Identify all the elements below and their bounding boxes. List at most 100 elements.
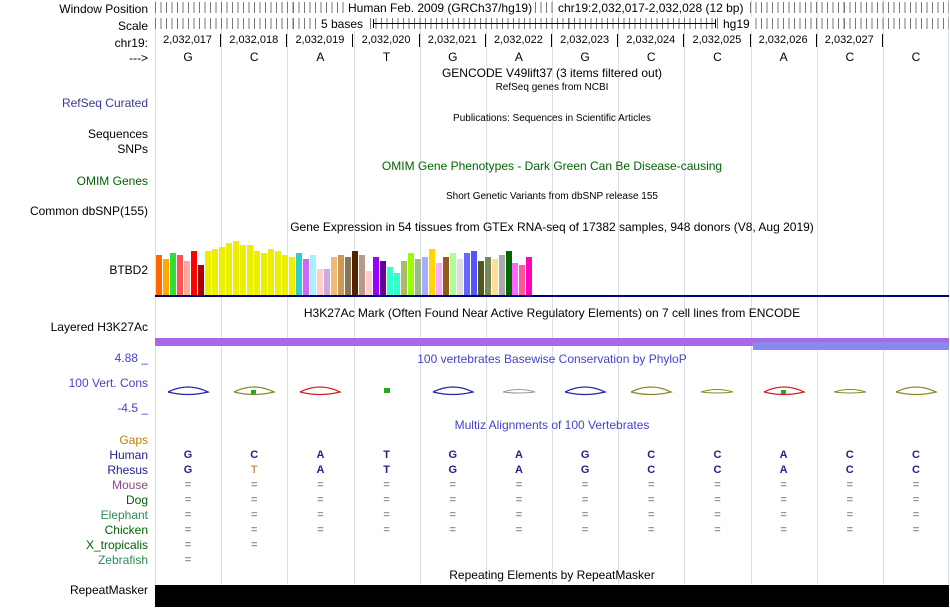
alignment-gap-mark: = bbox=[251, 509, 258, 521]
scale-bar-line bbox=[374, 23, 715, 24]
gtex-tissue-bar bbox=[260, 253, 267, 295]
track-label-100-vert-cons[interactable]: 100 Vert. Cons bbox=[68, 376, 148, 390]
species-label-elephant[interactable]: Elephant bbox=[100, 508, 148, 522]
ruler-position-label[interactable]: 2,032,027 bbox=[817, 34, 883, 47]
species-label-zebrafish[interactable]: Zebrafish bbox=[97, 553, 148, 567]
alignment-gap-mark: = bbox=[846, 509, 853, 521]
aligned-base: C bbox=[911, 449, 920, 461]
multiz-track-title[interactable]: Multiz Alignments of 100 Vertebrates bbox=[454, 418, 650, 432]
ruler-position-label[interactable]: 2,032,017 bbox=[155, 34, 222, 47]
gtex-tissue-bar bbox=[156, 255, 162, 295]
phylop-track-title[interactable]: 100 vertebrates Basewise Conservation by… bbox=[417, 352, 687, 366]
alignment-gap-mark: = bbox=[449, 509, 456, 521]
track-label-refseq-curated[interactable]: RefSeq Curated bbox=[61, 96, 148, 110]
alignment-gap-mark: = bbox=[780, 479, 787, 491]
phylop-wiggle-mark bbox=[833, 388, 866, 394]
gtex-tissue-bar bbox=[519, 265, 526, 295]
dbsnp-track-title[interactable]: Short Genetic Variants from dbSNP releas… bbox=[446, 191, 658, 202]
track-label-common-dbsnp[interactable]: Common dbSNP(155) bbox=[29, 204, 148, 218]
aligned-base: C bbox=[250, 449, 259, 461]
species-label-chicken[interactable]: Chicken bbox=[104, 523, 148, 537]
gtex-tissue-bar bbox=[218, 247, 225, 295]
repeatmasker-bar[interactable] bbox=[155, 585, 949, 607]
ruler-minor-ticks-top bbox=[155, 2, 949, 13]
assembly-title: Human Feb. 2009 (GRCh37/hg19) bbox=[345, 1, 536, 15]
phylop-conservation-wiggle[interactable] bbox=[0, 380, 950, 402]
alignment-gap-mark: = bbox=[317, 494, 324, 506]
scale-bar bbox=[373, 19, 716, 28]
ruler-position-label[interactable]: 2,032,021 bbox=[420, 34, 486, 47]
species-label-rhesus[interactable]: Rhesus bbox=[107, 463, 148, 477]
track-label-snps[interactable]: SNPs bbox=[117, 142, 148, 156]
ruler-position-label[interactable]: 2,032,022 bbox=[486, 34, 552, 47]
gtex-tissue-bar bbox=[309, 255, 316, 295]
window-position-text: chr19:2,032,017-2,032,028 (12 bp) bbox=[555, 1, 747, 15]
gtex-tissue-bar bbox=[267, 249, 274, 295]
track-label-repeatmasker[interactable]: RepeatMasker bbox=[69, 583, 148, 597]
species-label-human[interactable]: Human bbox=[109, 448, 148, 462]
repeatmasker-track-title[interactable]: Repeating Elements by RepeatMasker bbox=[449, 568, 655, 582]
phylop-min-value: -4.5 _ bbox=[117, 401, 148, 415]
h3k27ac-track-title[interactable]: H3K27Ac Mark (Often Found Near Active Re… bbox=[303, 306, 801, 320]
gtex-track-title[interactable]: Gene Expression in 54 tissues from GTEx … bbox=[290, 220, 814, 234]
publications-track-title[interactable]: Publications: Sequences in Scientific Ar… bbox=[453, 113, 651, 124]
gtex-tissue-bar bbox=[491, 259, 498, 295]
ruler-position-label[interactable]: 2,032,025 bbox=[684, 34, 751, 47]
phylop-max-value: 4.88 _ bbox=[114, 351, 148, 365]
track-label-sequences[interactable]: Sequences bbox=[87, 127, 148, 141]
gtex-tissue-bar bbox=[302, 259, 309, 295]
ruler-position-label[interactable]: 2,032,020 bbox=[354, 34, 420, 47]
alignment-gap-mark: = bbox=[449, 494, 456, 506]
alignment-gap-mark: = bbox=[714, 479, 721, 491]
species-label-gaps[interactable]: Gaps bbox=[119, 433, 148, 447]
gtex-tissue-bar bbox=[183, 261, 190, 295]
gtex-tissue-bar bbox=[281, 255, 288, 295]
alignment-gap-mark: = bbox=[251, 539, 258, 551]
alignment-gap-mark: = bbox=[383, 509, 390, 521]
gtex-tissue-bar bbox=[169, 253, 176, 295]
aligned-base: C bbox=[647, 449, 656, 461]
omim-track-title[interactable]: OMIM Gene Phenotypes - Dark Green Can Be… bbox=[381, 159, 723, 173]
refseq-track-title[interactable]: RefSeq genes from NCBI bbox=[495, 82, 609, 93]
aligned-base: A bbox=[779, 464, 788, 476]
alignment-gap-mark: = bbox=[515, 509, 523, 521]
aligned-base: T bbox=[250, 464, 258, 476]
phylop-wiggle-mark bbox=[763, 386, 806, 396]
gtex-tissue-bar bbox=[365, 271, 372, 295]
alignment-gap-mark: = bbox=[515, 524, 523, 536]
alignment-gap-mark: = bbox=[515, 479, 523, 491]
gencode-track-title[interactable]: GENCODE V49lift37 (3 items filtered out) bbox=[441, 66, 663, 80]
ruler-position-label[interactable]: 2,032,026 bbox=[751, 34, 817, 47]
ruler-position-label[interactable]: 2,032,018 bbox=[221, 34, 288, 47]
species-label-dog[interactable]: Dog bbox=[125, 493, 148, 507]
gtex-tissue-bar bbox=[386, 267, 393, 295]
phylop-wiggle-mark bbox=[502, 388, 536, 394]
species-label-x_tropicalis[interactable]: X_tropicalis bbox=[85, 538, 148, 552]
aligned-base: G bbox=[183, 464, 193, 476]
alignment-gap-mark: = bbox=[317, 479, 324, 491]
column-guideline bbox=[948, 0, 949, 584]
alignment-gap-mark: = bbox=[714, 524, 721, 536]
gtex-tissue-bar bbox=[456, 259, 463, 295]
h3k27ac-signal-bar[interactable] bbox=[155, 338, 949, 346]
reference-base: G bbox=[448, 50, 458, 64]
gtex-tissue-bar bbox=[232, 241, 239, 295]
column-guideline bbox=[883, 0, 884, 584]
species-label-mouse[interactable]: Mouse bbox=[111, 478, 148, 492]
label-window-position: Window Position bbox=[59, 2, 148, 16]
scale-value-label: 5 bases bbox=[318, 17, 367, 31]
h3k27ac-signal-bar-secondary[interactable] bbox=[753, 342, 949, 350]
reference-base: G bbox=[580, 50, 590, 64]
reference-base: A bbox=[514, 50, 523, 64]
track-label-gtex-gene[interactable]: BTBD2 bbox=[109, 263, 148, 277]
gtex-expression-bars[interactable] bbox=[156, 238, 536, 295]
ruler-position-label[interactable]: 2,032,023 bbox=[552, 34, 619, 47]
track-label-omim-genes[interactable]: OMIM Genes bbox=[76, 174, 148, 188]
alignment-gap-mark: = bbox=[184, 554, 192, 566]
gtex-tissue-bar bbox=[295, 253, 302, 295]
aligned-base: A bbox=[316, 449, 325, 461]
ruler-position-label[interactable]: 2,032,024 bbox=[618, 34, 685, 47]
track-label-layered-h3k27ac[interactable]: Layered H3K27Ac bbox=[50, 320, 148, 334]
ruler-position-label[interactable]: 2,032,019 bbox=[287, 34, 354, 47]
